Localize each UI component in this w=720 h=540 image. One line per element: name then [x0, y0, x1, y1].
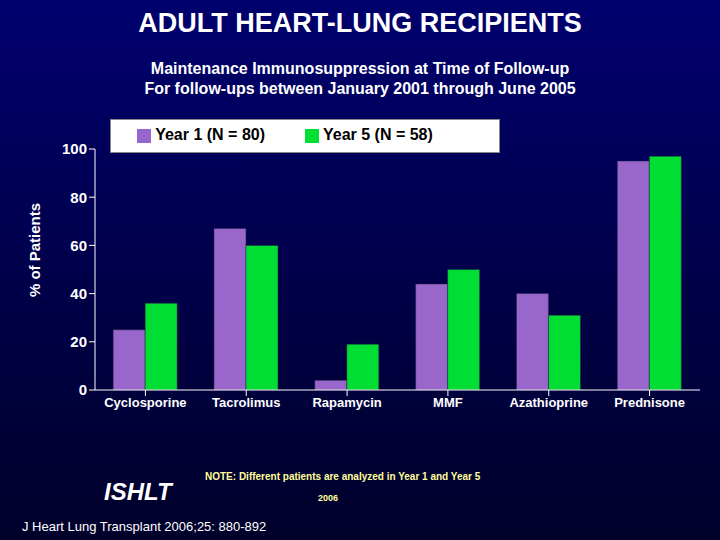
svg-text:Azathioprine: Azathioprine [509, 395, 588, 410]
svg-text:MMF: MMF [433, 395, 463, 410]
svg-text:60: 60 [70, 237, 87, 254]
html-text:ADULT HEART-LUNG RECIPIENTS: ADULT HEART-LUNG RECIPIENTS [138, 8, 582, 38]
html-text:2006: 2006 [318, 493, 338, 503]
svg-text:40: 40 [70, 285, 87, 302]
svg-text:Rapamycin: Rapamycin [312, 395, 381, 410]
svg-text:0: 0 [79, 381, 87, 398]
html-text:J Heart Lung Transplant 2006;2: J Heart Lung Transplant 2006;25: 880-892 [22, 519, 267, 534]
svg-text:100: 100 [62, 140, 87, 157]
html-text:NOTE: Different patients are a: NOTE: Different patients are analyzed in… [205, 471, 481, 482]
svg-text:Cyclosporine: Cyclosporine [104, 395, 186, 410]
html-text:ISHLT: ISHLT [104, 478, 172, 505]
html-text:Year 1 (N = 80): Year 1 (N = 80) [155, 126, 265, 143]
html-text:For follow-ups between January: For follow-ups between January 2001 thro… [144, 80, 576, 97]
svg-text:Tacrolimus: Tacrolimus [212, 395, 280, 410]
svg-text:80: 80 [70, 189, 87, 206]
html-text:Maintenance Immunosuppression: Maintenance Immunosuppression at Time of… [150, 60, 570, 77]
svg-text:Prednisone: Prednisone [614, 395, 685, 410]
html-text:% of Patients: % of Patients [25, 202, 43, 298]
svg-text:20: 20 [70, 333, 87, 350]
html-text:Year 5 (N = 58): Year 5 (N = 58) [323, 126, 433, 143]
